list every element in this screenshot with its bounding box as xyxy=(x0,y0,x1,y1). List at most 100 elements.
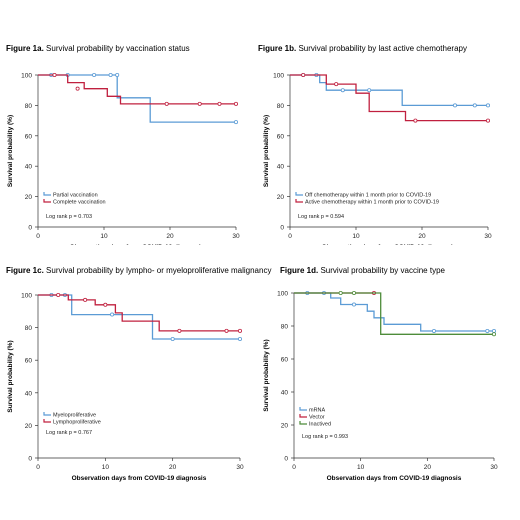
title-text: Survival probability by vaccination stat… xyxy=(46,44,190,53)
survival-curve-line xyxy=(294,292,494,335)
y-tick-label: 80 xyxy=(277,103,285,110)
log-rank-annotation: Log rank p = 0.767 xyxy=(46,430,92,436)
y-tick-label: 100 xyxy=(21,293,32,300)
y-tick-label: 60 xyxy=(277,133,285,140)
censor-mark xyxy=(56,292,61,297)
y-tick-label: 40 xyxy=(281,390,289,397)
censor-mark xyxy=(233,120,238,125)
y-tick-label: 100 xyxy=(273,73,284,80)
y-tick-label: 80 xyxy=(25,103,33,110)
figure-label: Figure 1d. xyxy=(280,266,319,275)
panel-1d: Figure 1d. Survival probability by vacci… xyxy=(256,262,520,487)
survival-curve-line xyxy=(38,74,236,123)
censor-mark xyxy=(340,88,345,93)
censor-mark xyxy=(472,103,477,108)
censor-mark xyxy=(485,118,490,123)
panel-1b: Figure 1b. Survival probability by last … xyxy=(256,40,520,245)
censor-mark xyxy=(485,328,490,333)
y-axis-label: Survival probability (%) xyxy=(7,115,14,187)
x-axis-label: Observation days from COVID-19 diagnosis xyxy=(72,475,207,482)
y-tick-label: 0 xyxy=(280,225,284,232)
censor-mark xyxy=(75,86,80,91)
x-tick-label: 30 xyxy=(232,233,240,240)
y-tick-label: 20 xyxy=(281,423,289,430)
x-tick-label: 20 xyxy=(424,464,432,471)
chart-title: Figure 1d. Survival probability by vacci… xyxy=(280,266,445,275)
censor-mark xyxy=(92,73,97,78)
y-tick-label: 40 xyxy=(277,164,285,171)
censor-mark xyxy=(170,337,175,342)
y-tick-label: 20 xyxy=(25,423,33,430)
x-tick-label: 10 xyxy=(357,464,365,471)
censor-mark xyxy=(338,290,343,295)
x-tick-label: 10 xyxy=(102,464,110,471)
y-tick-label: 20 xyxy=(25,194,33,201)
censor-mark xyxy=(237,337,242,342)
x-tick-label: 30 xyxy=(236,464,244,471)
panel-1c: Figure 1c. Survival probability by lymph… xyxy=(0,262,271,487)
chart-title: Figure 1a. Survival probability by vacci… xyxy=(6,44,190,53)
legend-swatch xyxy=(295,192,303,196)
censor-mark xyxy=(431,328,436,333)
y-tick-label: 40 xyxy=(25,164,33,171)
title-text: Survival probability by last active chem… xyxy=(298,44,467,53)
x-axis-label: Observation days from COVID-19 diagnosis xyxy=(322,244,457,245)
censor-mark xyxy=(452,103,457,108)
legend-label: Active chemotherapy within 1 month prior… xyxy=(305,200,439,206)
legend-label: Lymphoproliferative xyxy=(53,420,101,426)
log-rank-annotation: Log rank p = 0.703 xyxy=(46,214,92,220)
legend-label: Inactived xyxy=(309,422,331,428)
y-axis-label: Survival probability (%) xyxy=(263,339,270,411)
censor-mark xyxy=(164,101,169,106)
chart-title: Figure 1b. Survival probability by last … xyxy=(258,44,467,53)
censor-mark xyxy=(110,312,115,317)
survival-chart-1b: 0 20 40 60 80 100 0 10 20 30 Observation days from… xyxy=(263,73,492,246)
x-tick-label: 20 xyxy=(418,233,426,240)
censor-mark xyxy=(334,82,339,87)
survival-curve-line xyxy=(38,74,236,105)
censor-mark xyxy=(177,328,182,333)
legend-label: Myeloproliferative xyxy=(53,413,96,419)
y-tick-label: 0 xyxy=(28,225,32,232)
y-tick-label: 80 xyxy=(281,324,289,331)
legend-swatch xyxy=(43,192,51,196)
y-tick-label: 0 xyxy=(28,456,32,463)
panel-1a: Figure 1a. Survival probability by vacci… xyxy=(0,40,260,245)
survival-chart-1c: 0 20 40 60 80 100 0 10 20 30 Observation days from… xyxy=(7,292,244,483)
log-rank-annotation: Log rank p = 0.594 xyxy=(298,214,344,220)
censor-mark xyxy=(352,290,357,295)
y-tick-label: 60 xyxy=(281,357,289,364)
censor-mark xyxy=(197,101,202,106)
figure-label: Figure 1a. xyxy=(6,44,44,53)
x-tick-label: 20 xyxy=(169,464,177,471)
survival-curve-line xyxy=(38,294,240,332)
y-axis-label: Survival probability (%) xyxy=(7,340,14,412)
censor-mark xyxy=(237,328,242,333)
y-tick-label: 60 xyxy=(25,133,33,140)
figure-label: Figure 1b. xyxy=(258,44,297,53)
x-axis-label: Observation days from COVID-19 diagnosis xyxy=(70,244,205,245)
title-text: Survival probability by vaccine type xyxy=(320,266,445,275)
censor-mark xyxy=(224,328,229,333)
title-text: Survival probability by lympho- or myelo… xyxy=(46,266,272,275)
figure-label: Figure 1c. xyxy=(6,266,44,275)
censor-mark xyxy=(413,118,418,123)
censor-mark xyxy=(233,101,238,106)
legend-swatch xyxy=(295,199,303,203)
censor-mark xyxy=(103,302,108,307)
censor-mark xyxy=(115,73,120,78)
censor-mark xyxy=(491,328,496,333)
x-tick-label: 0 xyxy=(288,233,292,240)
legend-swatch xyxy=(299,414,307,418)
x-tick-label: 20 xyxy=(166,233,174,240)
y-tick-label: 40 xyxy=(25,390,33,397)
survival-curve-line xyxy=(38,294,240,340)
legend-label: Partial vaccination xyxy=(53,193,98,199)
x-tick-label: 10 xyxy=(352,233,360,240)
censor-mark xyxy=(301,73,306,78)
censor-mark xyxy=(52,73,57,78)
legend-swatch xyxy=(43,412,51,416)
x-tick-label: 30 xyxy=(484,233,492,240)
x-tick-label: 0 xyxy=(36,233,40,240)
survival-chart-1d: 0 20 40 60 80 100 0 10 20 30 Observation days from… xyxy=(263,290,498,483)
